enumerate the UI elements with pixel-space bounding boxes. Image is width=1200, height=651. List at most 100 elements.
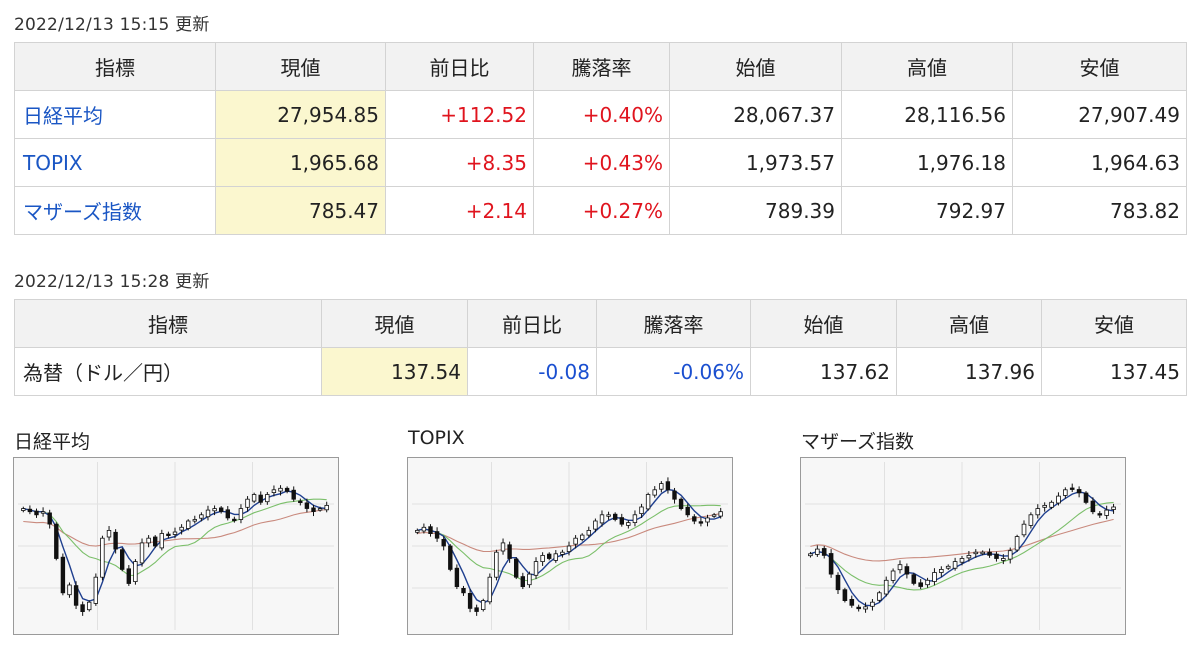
mothers-link[interactable]: マザーズ指数 <box>23 200 142 224</box>
candle-body <box>1021 523 1027 536</box>
candle-body <box>1049 501 1054 508</box>
candle-body <box>856 606 861 610</box>
candle-body <box>152 536 158 547</box>
high-value: 137.96 <box>896 347 1042 396</box>
candle-body <box>980 551 986 555</box>
candle-body <box>520 576 525 587</box>
header-indicator: 指標 <box>14 42 216 91</box>
candle-body <box>179 526 184 531</box>
candle-body <box>599 514 605 524</box>
header-current: 現値 <box>215 42 386 91</box>
candle-body <box>205 509 211 518</box>
candle-body <box>612 513 618 520</box>
candle-body <box>918 582 924 587</box>
candle-body <box>258 494 263 503</box>
forex-update-timestamp: 2022/12/13 15:28 更新 <box>14 272 210 292</box>
candle-body <box>626 522 631 526</box>
header-rate: 騰落率 <box>596 299 751 348</box>
candle-body <box>133 561 138 582</box>
candle-body <box>814 548 820 555</box>
candle-body <box>192 519 197 522</box>
candle-body <box>166 533 171 536</box>
candle-body <box>579 534 585 540</box>
candle-body <box>311 507 316 513</box>
candle-body <box>317 508 323 511</box>
candle-body <box>1069 487 1075 490</box>
candle-body <box>1042 505 1048 508</box>
candle-body <box>705 517 710 523</box>
candle-body <box>87 601 92 611</box>
chart-grid <box>805 462 1121 630</box>
candle-body <box>291 489 296 500</box>
candle-body <box>593 520 598 530</box>
open-value: 137.62 <box>750 347 897 396</box>
candle-body <box>481 600 486 611</box>
candle-body <box>298 500 303 503</box>
topix-chart-title: TOPIX <box>408 427 465 449</box>
candle-body <box>911 574 917 584</box>
candle-body <box>218 507 224 513</box>
candle-body <box>251 494 257 502</box>
nikkei-chart-title: 日経平均 <box>14 431 91 453</box>
low-value: 137.45 <box>1041 347 1187 396</box>
candle-body <box>883 579 889 595</box>
candle-body <box>47 512 52 525</box>
candle-body <box>146 537 151 544</box>
current-value: 27,954.85 <box>215 90 386 139</box>
candle-body <box>652 489 657 496</box>
candle-body <box>828 553 834 575</box>
nikkei-chart-svg <box>18 462 334 630</box>
index-update-timestamp: 2022/12/13 15:15 更新 <box>14 15 210 35</box>
nikkei-chart[interactable] <box>13 457 339 635</box>
ma-mid-line <box>23 498 327 577</box>
topix-chart-svg <box>412 462 728 630</box>
candle-body <box>835 574 841 591</box>
candle-body <box>842 589 848 601</box>
candle-body <box>987 551 992 556</box>
header-open: 始値 <box>669 42 842 91</box>
candle-body <box>106 530 112 538</box>
rate-value: +0.27% <box>533 186 670 235</box>
candle-body <box>421 526 427 532</box>
candle-body <box>73 585 79 606</box>
candle-body <box>645 494 651 510</box>
candle-body <box>507 544 512 559</box>
candle-body <box>1056 495 1061 504</box>
forex-table: 指標 現値 前日比 騰落率 始値 高値 安値 為替（ドル／円） 137.54 -… <box>14 299 1187 396</box>
candle-body <box>619 517 624 525</box>
index-table-header: 指標 現値 前日比 騰落率 始値 高値 安値 <box>14 42 1187 91</box>
candle-body <box>938 569 944 573</box>
candle-body <box>113 531 118 550</box>
change-value: +8.35 <box>385 138 534 187</box>
nikkei-link[interactable]: 日経平均 <box>23 104 103 128</box>
mothers-chart-title: マザーズ指数 <box>801 431 915 453</box>
candle-body <box>271 489 277 493</box>
candle-body <box>994 553 999 559</box>
candle-body <box>1035 508 1041 516</box>
candle-body <box>1062 489 1068 496</box>
topix-chart[interactable] <box>407 457 733 635</box>
candle-body <box>34 510 39 516</box>
candle-body <box>904 566 910 575</box>
low-value: 1,964.63 <box>1012 138 1187 187</box>
candle-body <box>467 592 473 609</box>
change-value: +112.52 <box>385 90 534 139</box>
mothers-chart[interactable] <box>800 457 1126 635</box>
candle-body <box>120 549 125 570</box>
candle-body <box>67 584 72 596</box>
candle-body <box>1104 509 1109 516</box>
high-value: 792.97 <box>841 186 1013 235</box>
header-change: 前日比 <box>385 42 534 91</box>
candle-body <box>126 568 131 584</box>
candle-body <box>925 579 930 586</box>
candle-body <box>172 531 178 535</box>
candle-body <box>678 498 684 510</box>
candle-body <box>659 483 664 490</box>
ma-long-line <box>810 518 1114 562</box>
current-value: 785.47 <box>215 186 386 235</box>
candle-body <box>1007 550 1013 560</box>
candle-body <box>54 523 59 559</box>
table-row: 日経平均 27,954.85 +112.52 +0.40% 28,067.37 … <box>14 90 1187 139</box>
candle-body <box>461 587 466 594</box>
topix-link[interactable]: TOPIX <box>23 150 83 175</box>
